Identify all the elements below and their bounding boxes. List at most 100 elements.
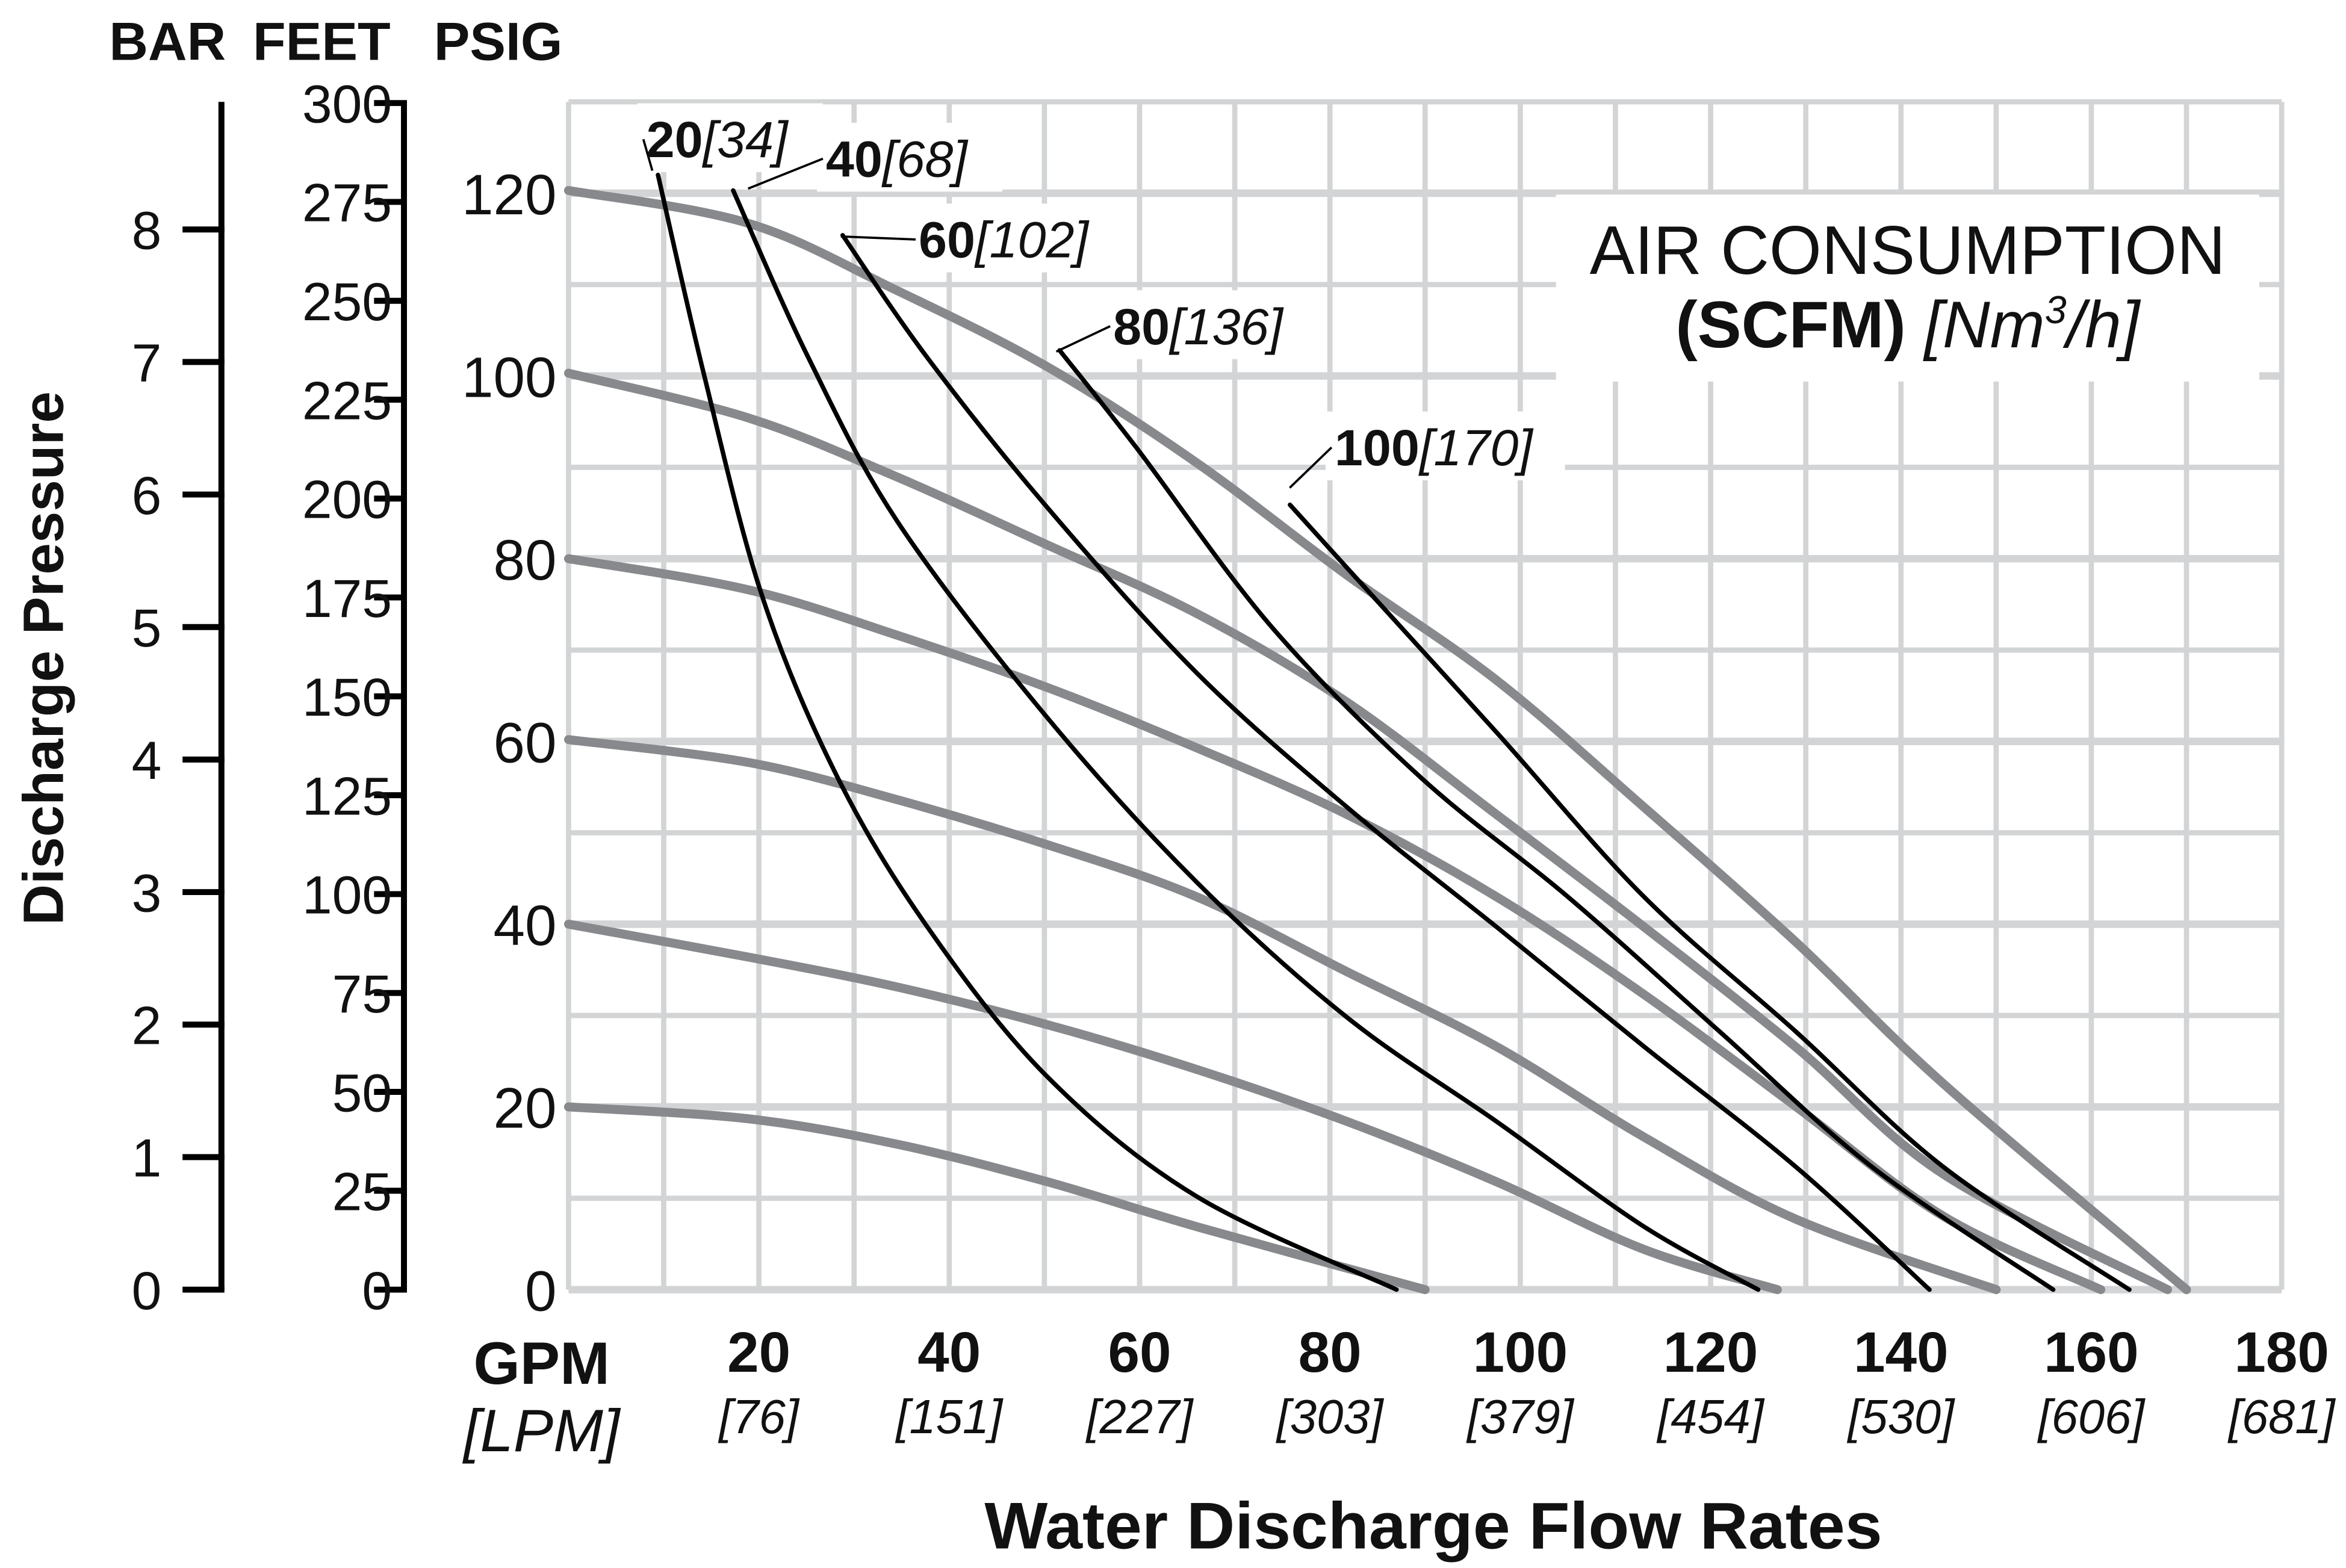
pressure-curve-40-psig (563, 919, 1782, 1294)
axes: 20[76]40[151]60[227]80[303]100[379]120[4… (132, 73, 2336, 1443)
y-tick-label-psig: 40 (493, 894, 556, 958)
y-axis-label: Discharge Pressure (12, 391, 75, 925)
air-curve-label: 60[102] (919, 212, 1090, 268)
y-tick-label-psig: 0 (525, 1260, 557, 1323)
y-tick-label-bar: 0 (132, 1260, 162, 1321)
air-curve-label: 80[136] (1113, 299, 1284, 355)
air-curve-label-scfm: 20 (647, 111, 703, 168)
air-curve-label: 40[68] (826, 131, 969, 187)
y-tick-label-bar: 6 (132, 465, 162, 525)
y-tick-label-feet: 75 (332, 964, 393, 1024)
x-tick-label-gpm: 60 (1108, 1321, 1171, 1384)
label-leader-line (642, 138, 654, 172)
air-curve-label-scfm: 60 (919, 212, 975, 268)
chart-title: AIR CONSUMPTION (1590, 212, 2226, 289)
y-tick-label-bar: 7 (132, 333, 162, 393)
air-curve-label-scfm: 100 (1335, 420, 1420, 476)
subtitle-nm3h: [Nm (1922, 288, 2044, 362)
x-unit-gpm: GPM (473, 1330, 609, 1397)
x-tick-label-gpm: 180 (2234, 1321, 2329, 1384)
subtitle-scfm: (SCFM) (1675, 288, 1906, 362)
y-header-bar: BAR (109, 11, 226, 72)
label-background (637, 103, 823, 172)
air-curve-100-scfm (1288, 502, 2132, 1292)
label-background (816, 122, 1003, 192)
y-tick-label-feet: 150 (302, 667, 392, 727)
air-curve-label-nm3h: [68] (881, 131, 969, 187)
x-tick-label-lpm: [681] (2227, 1390, 2336, 1443)
x-tick-label-lpm: [76] (718, 1390, 800, 1443)
x-tick-label-lpm: [227] (1085, 1390, 1194, 1443)
label-leader-line (747, 157, 824, 190)
x-tick-label-gpm: 40 (917, 1321, 981, 1384)
air-curve-label: 100[170] (1335, 420, 1534, 476)
pressure-curves (563, 185, 2191, 1294)
air-curve-label-nm3h: [136] (1168, 299, 1284, 355)
label-backgrounds (637, 103, 2259, 480)
y-tick-label-feet: 275 (302, 173, 392, 233)
label-leader-line (1289, 446, 1333, 489)
y-tick-label-feet: 50 (332, 1062, 393, 1123)
label-background (910, 203, 1122, 273)
air-curves: 20[34] 40[68] 60[102] 80[136] 100[170] (642, 111, 2132, 1292)
x-tick-label-gpm: 100 (1473, 1321, 1568, 1384)
y-tick-label-feet: 125 (302, 766, 392, 826)
label-background (1104, 290, 1317, 359)
x-tick-label-lpm: [530] (1846, 1390, 1955, 1443)
y-tick-label-feet: 100 (302, 865, 392, 925)
air-curve-label-nm3h: [102] (974, 212, 1090, 268)
y-header-psig: PSIG (434, 11, 563, 72)
y-tick-label-feet: 250 (302, 271, 392, 332)
subtitle-sup: 3 (2045, 288, 2067, 332)
y-tick-label-psig: 100 (462, 346, 557, 409)
pressure-curve-20-psig (563, 1102, 1430, 1294)
label-leader-line (1055, 325, 1111, 353)
x-unit-lpm: [LPM] (462, 1398, 621, 1464)
subtitle-per-h: /h] (2062, 288, 2141, 362)
label-background (1326, 411, 1565, 480)
pressure-curve-120-psig (563, 185, 2191, 1294)
y-tick-label-psig: 20 (493, 1077, 556, 1141)
x-tick-label-gpm: 140 (1854, 1321, 1949, 1384)
x-tick-label-gpm: 120 (1663, 1321, 1758, 1384)
air-curve-label-nm3h: [170] (1418, 420, 1534, 476)
x-tick-label-gpm: 160 (2044, 1321, 2139, 1384)
title-background (1556, 194, 2259, 382)
x-tick-label-lpm: [454] (1656, 1390, 1765, 1443)
y-tick-label-bar: 8 (132, 200, 162, 261)
y-tick-label-feet: 175 (302, 568, 392, 628)
label-leader-line (840, 235, 916, 241)
y-tick-label-bar: 3 (132, 863, 162, 923)
y-tick-label-bar: 5 (132, 598, 162, 658)
x-tick-label-gpm: 20 (727, 1321, 790, 1384)
y-tick-label-feet: 300 (302, 73, 392, 134)
chart-subtitle: (SCFM) [Nm3/h] (1675, 288, 2141, 362)
air-curve-label-scfm: 80 (1113, 299, 1170, 355)
y-tick-label-bar: 1 (132, 1128, 162, 1188)
air-curve-label: 20[34] (647, 111, 789, 168)
y-tick-label-feet: 200 (302, 469, 392, 530)
y-tick-label-psig: 60 (493, 712, 556, 775)
y-tick-label-psig: 80 (493, 529, 556, 592)
air-curve-20-scfm (656, 172, 1399, 1292)
x-tick-label-lpm: [379] (1466, 1390, 1575, 1443)
x-tick-label-lpm: [151] (895, 1390, 1004, 1443)
air-curve-label-scfm: 40 (826, 131, 883, 187)
air-curve-40-scfm (731, 188, 1761, 1292)
air-curve-label-nm3h: [34] (702, 111, 789, 168)
y-tick-label-feet: 0 (362, 1260, 392, 1321)
y-tick-label-bar: 2 (132, 996, 162, 1056)
air-curve-80-scfm (1057, 348, 2056, 1292)
y-tick-label-feet: 225 (302, 370, 392, 430)
y-tick-label-bar: 4 (132, 730, 162, 790)
y-tick-label-psig: 120 (462, 164, 557, 227)
pressure-curve-60-psig (563, 735, 2001, 1294)
y-tick-label-feet: 25 (332, 1162, 393, 1222)
x-tick-label-lpm: [606] (2037, 1390, 2146, 1443)
x-axis-label: Water Discharge Flow Rates (984, 1490, 1882, 1563)
y-header-feet: FEET (253, 11, 391, 72)
x-tick-label-gpm: 80 (1299, 1321, 1362, 1384)
x-tick-label-lpm: [303] (1276, 1390, 1385, 1443)
air-curve-60-scfm (840, 233, 1932, 1292)
